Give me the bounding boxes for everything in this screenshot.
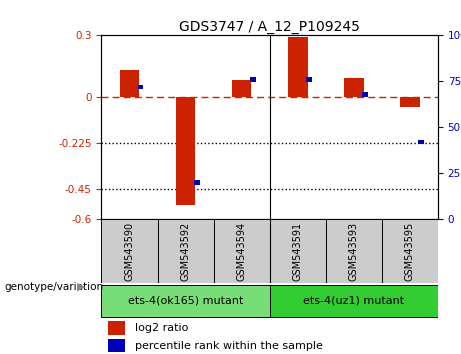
Text: GSM543592: GSM543592 (181, 221, 190, 281)
Bar (288, 38, 307, 97)
Bar (138, 85, 143, 89)
Text: ▶: ▶ (77, 282, 85, 292)
Bar (306, 77, 312, 82)
Text: GSM543590: GSM543590 (124, 221, 135, 280)
Bar (176, 97, 195, 205)
Text: ets-4(uz1) mutant: ets-4(uz1) mutant (303, 296, 404, 306)
Bar (250, 77, 256, 82)
Title: GDS3747 / A_12_P109245: GDS3747 / A_12_P109245 (179, 21, 360, 34)
Bar (158, 219, 213, 283)
Text: log2 ratio: log2 ratio (135, 323, 189, 333)
Text: GSM543591: GSM543591 (293, 221, 303, 280)
Text: GSM543595: GSM543595 (405, 221, 415, 281)
Bar (232, 80, 251, 97)
Bar (400, 97, 420, 107)
Bar (213, 219, 270, 283)
Text: percentile rank within the sample: percentile rank within the sample (135, 341, 323, 351)
Bar (101, 285, 270, 317)
Text: genotype/variation: genotype/variation (5, 282, 104, 292)
Bar (194, 181, 200, 185)
Bar (362, 92, 368, 97)
Bar (108, 321, 125, 335)
Bar (101, 219, 158, 283)
Bar (418, 140, 424, 144)
Bar (270, 219, 326, 283)
Text: GSM543594: GSM543594 (236, 221, 247, 280)
Bar (326, 219, 382, 283)
Bar (344, 78, 364, 97)
Text: GSM543593: GSM543593 (349, 221, 359, 280)
Bar (120, 70, 139, 97)
Bar (108, 339, 125, 352)
Bar (270, 285, 438, 317)
Text: ets-4(ok165) mutant: ets-4(ok165) mutant (128, 296, 243, 306)
Bar (382, 219, 438, 283)
